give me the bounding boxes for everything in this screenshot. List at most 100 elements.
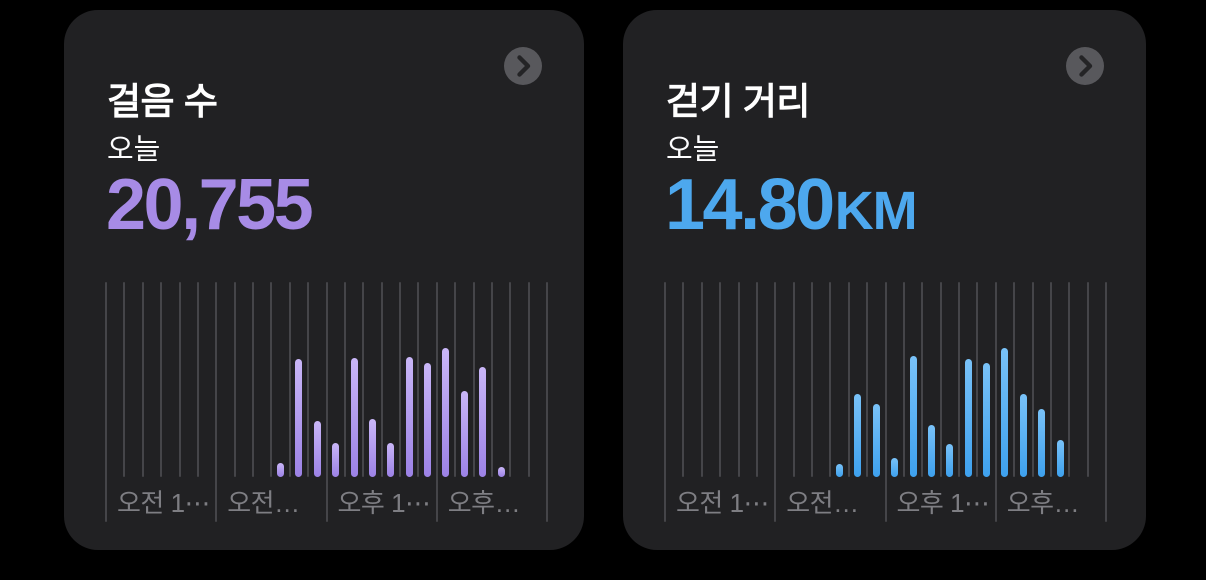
hour-bar [368,419,376,477]
major-gridline [546,282,548,522]
x-axis-label: 오전… [227,488,300,518]
chevron-right-button[interactable] [504,47,542,85]
hour-bar [983,362,991,477]
minor-gridline [490,282,493,477]
metric-value-number: 20,755 [106,165,314,245]
minor-gridline [288,282,291,477]
minor-gridline [1031,282,1034,477]
hour-bar [350,357,358,477]
minor-gridline [233,282,236,477]
minor-gridline [1068,282,1071,477]
minor-gridline [921,282,924,477]
hour-bar [424,363,432,477]
minor-gridline [737,282,740,477]
period-label: 오늘 [666,134,720,166]
hour-bar [387,442,395,477]
minor-gridline [252,282,254,477]
hour-bar [946,443,954,477]
minor-gridline [829,282,832,477]
minor-gridline [755,282,758,477]
minor-gridline [307,282,310,477]
minor-gridline [196,282,199,477]
hour-bar [295,358,303,477]
period-label: 오늘 [107,134,161,166]
metric-value-number: 14.80 [665,165,835,245]
hour-bar [405,356,413,477]
minor-gridline [362,282,365,477]
hour-bar [872,403,880,477]
minor-gridline [527,282,530,477]
minor-gridline [178,282,181,477]
minor-gridline [399,282,401,477]
minor-gridline [509,282,512,477]
minor-gridline [811,282,813,477]
minor-gridline [123,282,126,477]
major-gridline [774,282,777,522]
metric-value: 20,755 [106,165,314,245]
minor-gridline [454,282,457,477]
hour-bar [1056,439,1064,477]
hour-bar [479,366,487,477]
card-title: 걷기 거리 [666,80,810,122]
x-axis-label: 오후… [1006,488,1080,518]
metric-unit: km [834,181,918,241]
hour-bar [1001,348,1009,477]
hour-bar [909,356,917,477]
minor-gridline [902,282,905,477]
x-axis-label: 오후 1⋯ [337,488,432,518]
x-axis-label: 오후… [447,488,521,518]
minor-gridline [270,282,273,477]
hour-bar [332,443,340,477]
minor-gridline [141,282,144,477]
x-axis-label: 오전… [786,488,859,518]
major-gridline [325,282,328,522]
minor-gridline [866,282,869,477]
hour-bar [836,463,844,477]
major-gridline [1105,282,1107,522]
minor-gridline [417,282,420,477]
chevron-right-icon [1066,47,1104,85]
major-gridline [994,282,997,522]
minor-gridline [1049,282,1052,477]
minor-gridline [700,282,703,477]
hour-bar [891,457,899,477]
x-axis-label: 오전 1⋯ [676,488,770,518]
hour-bar [313,421,321,477]
minor-gridline [682,282,685,477]
minor-gridline [847,282,850,477]
minor-gridline [792,282,795,477]
major-gridline [664,282,666,522]
hour-bar [442,348,450,477]
major-gridline [435,282,438,522]
chevron-right-icon [504,47,542,85]
minor-gridline [719,282,722,477]
chevron-right-button[interactable] [1066,47,1104,85]
minor-gridline [958,282,960,477]
hour-bar [964,358,972,477]
minor-gridline [939,282,942,477]
major-gridline [105,282,107,522]
hourly-bar-chart: 오전 1⋯ 오전… 오후 1⋯ 오후… [105,282,548,522]
major-gridline [215,282,218,522]
x-axis-label: 오전 1⋯ [117,488,211,518]
hour-bar [277,463,285,477]
hour-bar [1038,408,1046,477]
minor-gridline [160,282,163,477]
walking-distance-card[interactable]: 걷기 거리 오늘 14.80km 오전 1⋯ 오전… 오후 1⋯ 오후… [623,10,1146,550]
minor-gridline [472,282,475,477]
hourly-bar-chart: 오전 1⋯ 오전… 오후 1⋯ 오후… [664,282,1107,522]
minor-gridline [976,282,979,477]
step-count-card[interactable]: 걸음 수 오늘 20,755 오전 1⋯ 오전… 오후 1⋯ 오후… [64,10,584,550]
card-title: 걸음 수 [107,80,218,122]
major-gridline [884,282,887,522]
hour-bar [460,391,468,477]
x-axis-label: 오후 1⋯ [896,488,991,518]
hour-bar [1019,393,1027,477]
hour-bar [497,466,505,477]
minor-gridline [380,282,383,477]
minor-gridline [1013,282,1016,477]
metric-value: 14.80km [665,165,918,245]
hour-bar [927,424,935,477]
hour-bar [854,393,862,477]
minor-gridline [1086,282,1089,477]
